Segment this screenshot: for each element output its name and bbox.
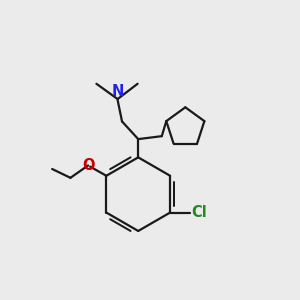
Text: Cl: Cl [191,205,207,220]
Text: O: O [82,158,94,173]
Text: N: N [111,84,124,99]
